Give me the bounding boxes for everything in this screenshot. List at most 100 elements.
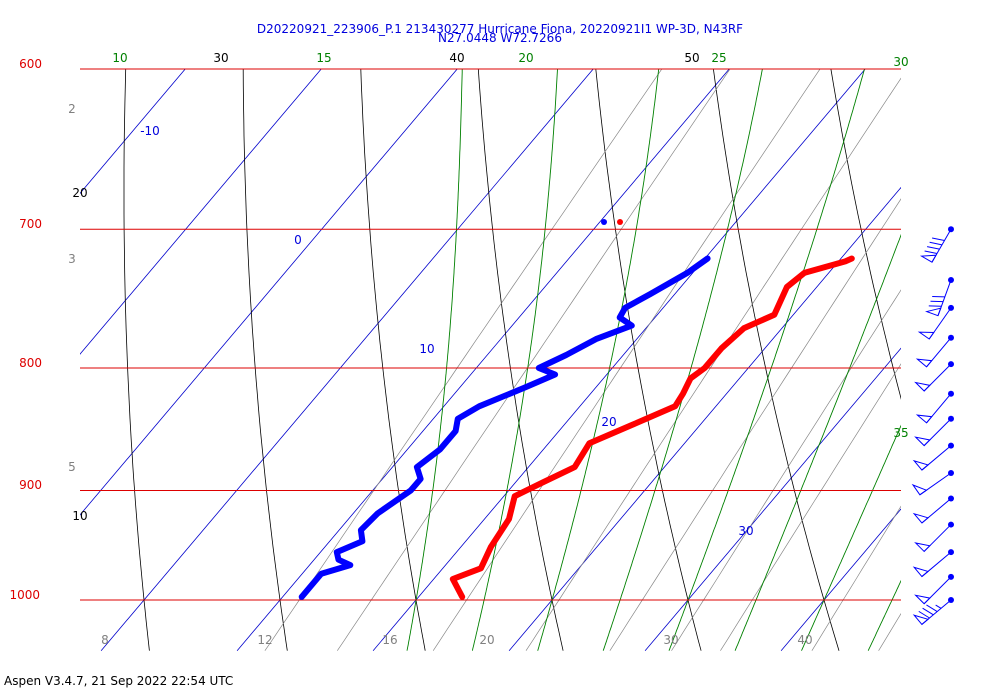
- dry-adiabat-label: 30: [213, 51, 228, 65]
- moist-adiabat-label: 25: [711, 51, 726, 65]
- wind-barb-pennant: [912, 459, 930, 471]
- dry-adiabat-line: [945, 52, 1000, 651]
- mixing-ratio-line: [525, 77, 901, 651]
- chart-title: D20220921_223906_P.1 213430277 Hurricane…: [257, 22, 743, 36]
- wind-barb-pennant: [914, 436, 931, 447]
- moist-adiabat-label: 30: [893, 55, 908, 69]
- dry-adiabat-label: 50: [684, 51, 699, 65]
- mixing-ratio-label: 16: [382, 633, 397, 647]
- wind-barb-half-flag: [935, 604, 942, 609]
- wind-barb: [912, 597, 954, 626]
- moist-adiabat-line: [537, 69, 660, 651]
- isotherm-line: [917, 52, 1000, 651]
- temperature-profile-line: [449, 255, 855, 600]
- dewpoint-marker: [601, 219, 607, 225]
- wind-barb-pennant: [914, 381, 931, 392]
- isotherm-line: [80, 69, 458, 516]
- isotherm-line: [80, 69, 322, 355]
- mixing-ratio-label: 30: [663, 633, 678, 647]
- moist-adiabat-line: [668, 69, 865, 651]
- isotherm-line: [0, 52, 64, 651]
- wind-barb-flag: [918, 610, 930, 619]
- mixing-ratio-line: [264, 69, 663, 651]
- dry-adiabat-line: [830, 69, 901, 400]
- pressure-label-900: 900: [19, 478, 42, 492]
- moist-adiabat-line: [471, 69, 558, 651]
- wind-barb-pennant: [915, 414, 933, 424]
- isotherm-label: 10: [419, 342, 434, 356]
- mixing-ratio-label: 20: [479, 633, 494, 647]
- wind-barb-pennant: [912, 512, 930, 524]
- wind-barb-flag: [929, 241, 943, 246]
- moist-adiabat-line: [734, 233, 901, 651]
- dewpoint-profile-line: [298, 255, 711, 600]
- mixing-ratio-label: 5: [68, 460, 76, 474]
- footer-version: Aspen V3.4.7, 21 Sep 2022 22:54 UTC: [4, 674, 234, 688]
- mixing-ratio-line: [609, 198, 901, 651]
- wind-barb: [912, 495, 954, 524]
- wind-barb: [915, 334, 954, 368]
- dry-adiabat-label: 10: [72, 509, 87, 523]
- wind-barb-pennant: [925, 307, 942, 317]
- wind-barb-flag: [926, 604, 938, 612]
- wind-barb: [912, 549, 954, 578]
- moist-adiabat-labels: 10 15 20 25 30 35: [112, 51, 908, 440]
- pressure-label-600: 600: [19, 57, 42, 71]
- dry-adiabat-line: [123, 69, 150, 651]
- wind-barb: [912, 442, 954, 471]
- isotherm-line: [100, 69, 594, 651]
- isobars: [80, 68, 901, 601]
- mixing-ratio-label: 2: [68, 102, 76, 116]
- profiles: [298, 255, 855, 600]
- moist-adiabat-label: 15: [316, 51, 331, 65]
- wind-barb: [914, 415, 954, 447]
- pressure-labels: 600 700 800 900 1000: [9, 57, 42, 602]
- mixing-ratio-label: 12: [257, 633, 272, 647]
- moist-adiabat-line: [801, 424, 901, 651]
- wind-barb: [915, 390, 954, 424]
- wind-barb-flag: [922, 607, 934, 616]
- mixing-ratio-label: 40: [797, 633, 812, 647]
- dry-adiabat-label: 40: [449, 51, 464, 65]
- wind-barb-pennant: [919, 254, 937, 263]
- isotherm-labels: -10 0 10 20 30: [140, 124, 753, 538]
- dry-adiabat-labels: 30 40 50 20 10: [72, 51, 699, 523]
- wind-barb-flag: [927, 246, 940, 250]
- isotherm-label: -10: [140, 124, 160, 138]
- pressure-label-700: 700: [19, 217, 42, 231]
- dry-adiabat-line: [712, 69, 840, 651]
- isotherm-line: [236, 69, 730, 651]
- moist-adiabat-label: 20: [518, 51, 533, 65]
- wind-barb-pennant: [914, 594, 931, 605]
- wind-barb: [914, 361, 954, 392]
- moist-adiabat-line: [406, 69, 463, 651]
- wind-barb-pennant: [912, 614, 930, 626]
- mixing-ratio-line: [432, 69, 821, 651]
- wind-barb-flag: [932, 237, 945, 241]
- moist-adiabat-line: [935, 52, 1000, 651]
- wind-barb: [911, 470, 954, 496]
- wind-barb-flag: [924, 250, 938, 254]
- temperature-marker: [617, 219, 623, 225]
- wind-barb: [914, 573, 954, 605]
- mixing-ratio-line: [811, 505, 901, 651]
- dry-adiabat-label: 20: [72, 186, 87, 200]
- isotherm-label: 0: [294, 233, 302, 247]
- dry-adiabat-line: [242, 69, 288, 651]
- moist-adiabat-label: 35: [893, 426, 908, 440]
- mixing-ratio-line: [720, 363, 901, 651]
- pressure-label-800: 800: [19, 356, 42, 370]
- dry-adiabat-line: [477, 69, 564, 651]
- wind-barb-pennant: [914, 542, 931, 553]
- wind-barb: [925, 276, 954, 317]
- moist-adiabat-label: 10: [112, 51, 127, 65]
- wind-barbs: [911, 226, 954, 626]
- isotherm-line: [780, 508, 901, 651]
- moist-adiabat-line: [602, 69, 763, 651]
- dry-adiabat-line: [595, 69, 702, 651]
- isotherm-label: 20: [601, 415, 616, 429]
- wind-barb: [917, 304, 954, 340]
- isotherm-line: [372, 69, 866, 651]
- pressure-label-1000: 1000: [9, 588, 40, 602]
